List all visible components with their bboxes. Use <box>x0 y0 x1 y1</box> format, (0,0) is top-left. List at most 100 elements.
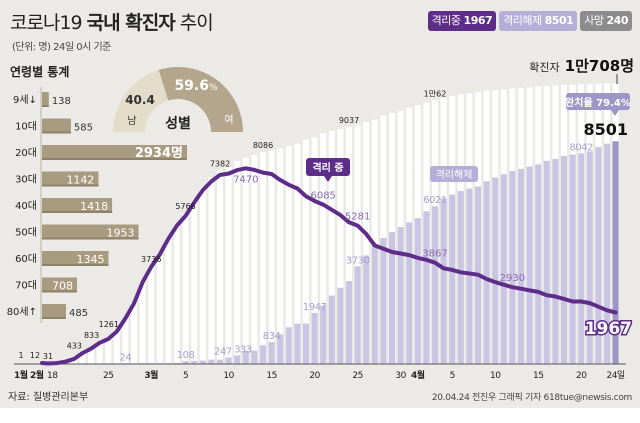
cumulative-bar <box>363 121 370 364</box>
released-bar <box>466 188 473 364</box>
x-tick-label: 20 <box>309 371 320 381</box>
x-tick-label: 20 <box>576 371 587 381</box>
age-group-label: 9세↓ <box>13 94 37 106</box>
released-bar <box>561 156 567 364</box>
released-bar <box>285 327 292 364</box>
age-bar-value: 585 <box>74 123 93 134</box>
released-bar <box>234 355 241 364</box>
unit-note: (단위: 명) 24일 0시 기준 <box>12 42 111 53</box>
title-light: 코로나19 <box>10 12 83 34</box>
released-label: 834 <box>263 331 281 342</box>
cumulative-label: 433 <box>67 342 82 351</box>
age-bar <box>42 304 66 319</box>
latest-isolating-value: 1967 <box>585 319 632 339</box>
cumulative-label: 1 <box>18 351 23 360</box>
released-label: 3730 <box>346 255 370 266</box>
age-bar-value: 485 <box>69 308 88 319</box>
cumulative-bar <box>234 160 241 364</box>
age-group-label: 30대 <box>15 174 37 186</box>
released-bar <box>182 361 189 364</box>
cumulative-label: 31 <box>43 352 53 361</box>
released-bar <box>225 357 232 364</box>
released-bar <box>432 206 438 364</box>
cumulative-label: 7382 <box>210 160 230 169</box>
released-bar <box>191 360 198 364</box>
released-bar <box>483 181 490 364</box>
cumulative-bar <box>311 137 318 364</box>
x-tick-label: 2월 <box>30 369 44 381</box>
title-tail: 추이 <box>179 12 214 34</box>
released-label: 8042 <box>569 142 593 153</box>
released-bar <box>242 350 249 364</box>
released-bar <box>251 350 258 364</box>
page-title: 코로나19 국내 확진자 추이 <box>10 8 214 35</box>
legend-value: 1967 <box>463 14 493 27</box>
cumulative-label: 833 <box>84 331 99 340</box>
recovery-rate-pointer <box>611 110 619 116</box>
released-bar <box>328 295 335 364</box>
released-tag-text: 격리해제 <box>436 168 473 181</box>
cumulative-bar <box>199 186 206 364</box>
isolating-label: 6085 <box>310 191 335 202</box>
gender-title: 성별 <box>165 115 191 132</box>
gender-female-value: 59.6% <box>174 78 218 94</box>
age-bar-value: 708 <box>52 280 73 293</box>
age-bar-value: 1418 <box>80 200 108 213</box>
age-group-label: 10대 <box>15 121 37 133</box>
age-group-label: 20대 <box>15 147 37 159</box>
released-bar <box>199 360 206 364</box>
age-bar <box>42 251 109 266</box>
released-bar <box>294 323 301 364</box>
released-bar <box>500 174 507 364</box>
age-axis <box>40 87 42 323</box>
cumulative-bar <box>79 352 86 364</box>
cumulative-bar <box>285 146 292 364</box>
legend-value: 8501 <box>544 14 574 27</box>
age-bar-shadow <box>42 105 49 107</box>
isolating-line <box>40 166 618 366</box>
x-tick-label: 1월 <box>14 369 28 381</box>
age-bar-value: 1345 <box>76 253 104 266</box>
cumulative-bar <box>294 143 301 364</box>
released-bar <box>414 218 421 364</box>
cumulative-bar <box>88 348 94 364</box>
x-tick-label: 15 <box>533 371 543 381</box>
x-tick-label: 10 <box>490 371 501 381</box>
released-bar <box>586 151 593 364</box>
cumulative-label: 3736 <box>141 255 161 264</box>
released-bar <box>612 141 619 364</box>
age-group-label: 50대 <box>15 227 37 239</box>
cumulative-bar <box>277 148 284 364</box>
age-bar-shadow <box>42 264 109 266</box>
released-bar <box>569 154 576 364</box>
released-bar <box>440 198 447 364</box>
age-bar-shadow <box>42 158 187 160</box>
isolating-label: 5281 <box>345 212 370 223</box>
isolating-tag-text: 격리 중 <box>312 161 343 174</box>
isolating-label: 2930 <box>500 273 525 284</box>
released-bar <box>578 153 585 364</box>
released-bar <box>543 160 550 364</box>
released-bar <box>174 362 180 364</box>
age-group-label: 80세↑ <box>7 306 37 318</box>
x-tick-label: 25 <box>103 371 113 381</box>
x-tick-label: 10 <box>223 371 234 381</box>
released-bar <box>354 266 361 364</box>
age-bar-shadow <box>42 237 139 240</box>
recovery-rate-text: 완치율 79.4% <box>565 96 631 109</box>
released-bar <box>604 143 610 364</box>
cumulative-bar <box>122 317 129 364</box>
released-bar <box>518 168 524 364</box>
x-tick-label: 4월 <box>411 369 425 381</box>
released-bar <box>260 345 266 364</box>
gender-female-unit: % <box>209 83 218 93</box>
cumulative-bar <box>165 237 172 364</box>
x-tick-label: 5 <box>183 371 188 381</box>
cumulative-bar <box>225 167 232 364</box>
cumulative-bar <box>96 342 103 364</box>
cumulative-bar <box>260 152 266 364</box>
released-bar <box>595 147 602 364</box>
age-bar-shadow <box>42 290 77 293</box>
cumulative-bar <box>156 253 163 364</box>
